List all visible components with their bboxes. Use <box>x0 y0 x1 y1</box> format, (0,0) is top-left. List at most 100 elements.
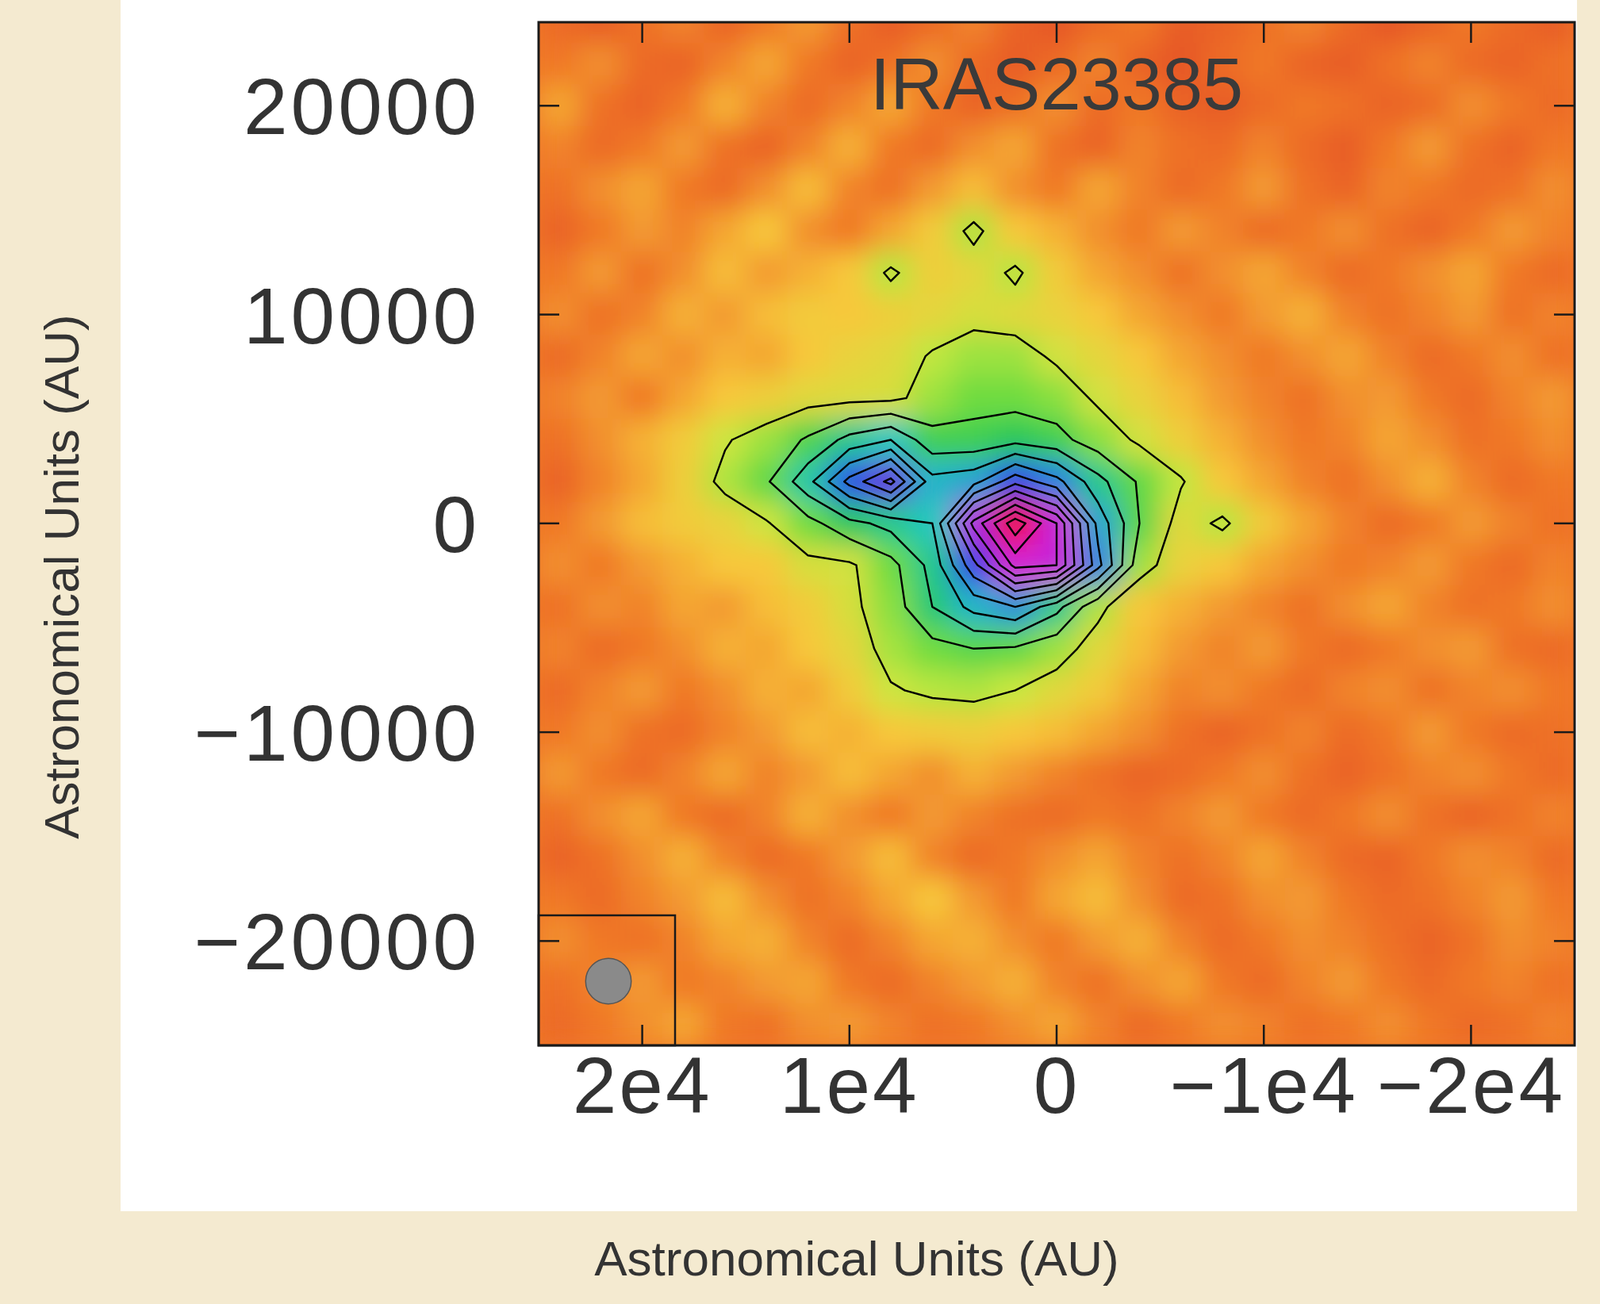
heatmap-cell <box>952 334 995 378</box>
heatmap-cell <box>1284 251 1327 295</box>
heatmap-cell <box>952 251 995 295</box>
heatmap-cell <box>786 209 829 253</box>
heatmap-cell <box>1159 418 1202 462</box>
heatmap-cell <box>1491 376 1534 420</box>
heatmap-cell <box>993 794 1036 838</box>
heatmap-cell <box>538 920 581 964</box>
x-tick-label: 1e4 <box>779 1040 920 1130</box>
heatmap-cell <box>579 460 622 503</box>
heatmap-cell <box>1532 293 1575 337</box>
heatmap-cell <box>579 502 622 545</box>
heatmap-cell <box>1450 251 1493 295</box>
heatmap-cell <box>1532 126 1575 169</box>
heatmap-cell <box>952 961 995 1005</box>
heatmap-cell <box>786 126 829 169</box>
heatmap-cell <box>1491 961 1534 1005</box>
heatmap-cell <box>1159 251 1202 295</box>
heatmap-cell <box>786 251 829 295</box>
heatmap-cell <box>1408 460 1451 503</box>
contour-line <box>792 426 1125 634</box>
heatmap-cell <box>1159 585 1202 629</box>
heatmap-cell <box>1366 627 1409 671</box>
heatmap-cell <box>703 209 746 253</box>
heatmap-cell <box>1366 1003 1409 1046</box>
heatmap-cell <box>1491 710 1534 754</box>
heatmap-cell <box>993 251 1036 295</box>
heatmap-cell <box>911 22 954 44</box>
heatmap-cell <box>1450 752 1493 796</box>
heatmap-cell <box>1200 126 1244 169</box>
heatmap-cell <box>579 168 622 212</box>
heatmap-cell <box>745 502 788 545</box>
heatmap-cell <box>1159 752 1202 796</box>
heatmap-cell <box>828 168 871 212</box>
heatmap-cell <box>786 334 829 378</box>
heatmap-cell <box>1077 878 1120 921</box>
heatmap-cell <box>1532 878 1575 921</box>
heatmap-cell <box>538 502 581 545</box>
heatmap-cell <box>1243 126 1286 169</box>
heatmap-cell <box>1491 22 1534 44</box>
x-tick-label: 0 <box>1033 1040 1081 1130</box>
heatmap-cell <box>1118 22 1161 44</box>
heatmap-cell <box>662 920 705 964</box>
heatmap-cell <box>786 836 829 879</box>
heatmap-cell <box>1491 1003 1534 1046</box>
heatmap-cell <box>1491 836 1534 879</box>
heatmap-cell <box>1077 836 1120 879</box>
heatmap-cell <box>1243 1003 1286 1046</box>
heatmap-cell <box>745 627 788 671</box>
heatmap-cell <box>1408 920 1451 964</box>
heatmap-cell <box>703 585 746 629</box>
heatmap-cell <box>1532 794 1575 838</box>
heatmap-cell <box>911 126 954 169</box>
heatmap-cell <box>1450 376 1493 420</box>
plot-background <box>538 22 1575 1046</box>
heatmap-cell <box>1284 920 1327 964</box>
heatmap-cell <box>1408 251 1451 295</box>
contour-line <box>813 440 1113 621</box>
heatmap-cell <box>1366 209 1409 253</box>
heatmap-cell <box>703 42 746 86</box>
heatmap-cell <box>1366 376 1409 420</box>
heatmap-cell <box>1450 878 1493 921</box>
contour-line <box>844 459 1093 600</box>
heatmap-cell <box>1450 460 1493 503</box>
heatmap-cell <box>579 920 622 964</box>
heatmap-cell <box>1532 1003 1575 1046</box>
heatmap-cell <box>1450 710 1493 754</box>
heatmap-cell <box>911 293 954 337</box>
heatmap-cell <box>1077 334 1120 378</box>
heatmap-cell <box>745 334 788 378</box>
heatmap-cell <box>621 920 664 964</box>
heatmap-cell <box>538 544 581 588</box>
heatmap-cell <box>1243 460 1286 503</box>
heatmap-cell <box>1491 627 1534 671</box>
heatmap-cell <box>1243 710 1286 754</box>
heatmap-cell <box>911 920 954 964</box>
heatmap-cell <box>1366 836 1409 879</box>
heatmap-cell <box>1325 209 1368 253</box>
heatmap-cell <box>662 502 705 545</box>
heatmap-cell <box>911 251 954 295</box>
heatmap-cell <box>952 168 995 212</box>
heatmap-cell <box>1077 126 1120 169</box>
heatmap-cell <box>993 878 1036 921</box>
heatmap-cell <box>1243 293 1286 337</box>
heatmap-cell <box>993 920 1036 964</box>
heatmap-cell <box>1408 334 1451 378</box>
heatmap-cell <box>786 669 829 713</box>
heatmap-cell <box>1325 42 1368 86</box>
contour-line <box>970 498 1066 576</box>
heatmap-cell <box>786 794 829 838</box>
heatmap-cell <box>703 752 746 796</box>
heatmap-cell <box>1408 84 1451 127</box>
heatmap-cell <box>662 1003 705 1046</box>
heatmap-cell <box>538 42 581 86</box>
heatmap-cell <box>1450 418 1493 462</box>
heatmap-cell <box>911 334 954 378</box>
heatmap-cell <box>1035 1003 1078 1046</box>
heatmap-cell <box>786 752 829 796</box>
ticks <box>538 22 1575 1046</box>
heatmap-cell <box>538 961 581 1005</box>
